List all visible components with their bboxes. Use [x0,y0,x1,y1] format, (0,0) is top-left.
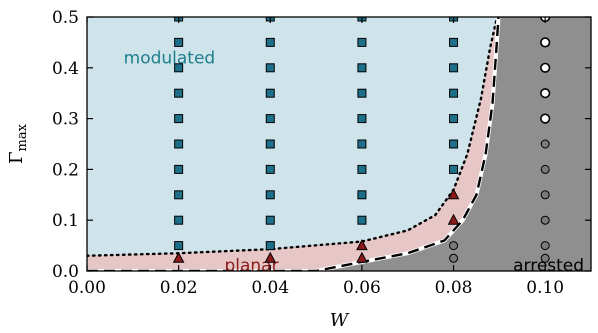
marker-circle [540,241,550,251]
marker-square [449,88,459,98]
y-axis-label: Γmax [6,123,30,164]
marker-square [265,139,275,149]
marker-triangle [447,188,460,200]
y-tick-label: 0.4 [52,59,79,79]
marker-square [174,63,184,73]
marker-triangle [447,213,460,225]
marker-square [174,37,184,47]
x-tick-label: 0.08 [435,278,473,298]
axes: 0.00 0.02 0.04 0.06 0.08 0.10 0.0 0.1 0.2 0.3 0.4 0… [52,8,591,298]
marker-circle [449,241,459,251]
marker-square [357,63,367,73]
boundary-dotted [87,17,499,257]
marker-square [357,215,367,225]
marker-circle-white [540,88,551,99]
boundary-dashed [87,17,500,271]
marker-circle [540,253,550,263]
x-tick-label: 0.04 [251,278,289,298]
marker-square [357,37,367,47]
marker-square [265,215,275,225]
y-tick-label: 0.5 [52,8,79,28]
marker-circle-white [540,62,551,73]
marker-square [265,37,275,47]
plot-frame [86,16,592,272]
marker-square [357,88,367,98]
marker-square [174,114,184,124]
marker-square [265,114,275,124]
marker-square [174,139,184,149]
y-tick-label: 0.2 [52,160,79,180]
marker-square [265,164,275,174]
y-tick-label: 0.0 [52,262,79,282]
region-label-planar: planar [224,256,278,276]
marker-square [449,63,459,73]
marker-square [174,164,184,174]
marker-square [357,164,367,174]
marker-circle-white [540,113,551,124]
marker-square [449,37,459,47]
x-tick-label: 0.06 [343,278,381,298]
marker-square [357,114,367,124]
marker-square [449,139,459,149]
marker-triangle [356,239,368,251]
x-tick-label: 0.10 [526,278,564,298]
marker-circle-white [540,37,551,48]
marker-square [357,139,367,149]
marker-square [174,215,184,225]
marker-square [265,88,275,98]
y-axis-label-main: Γ [6,151,27,164]
marker-square [449,114,459,124]
x-axis-label: W [330,310,350,331]
marker-square [265,241,275,251]
x-tick-label: 0.00 [68,278,106,298]
marker-circle [449,253,459,263]
marker-square [265,63,275,73]
marker-square [265,190,275,200]
region-label-modulated: modulated [124,49,216,69]
y-tick-label: 0.1 [52,211,79,231]
marker-circle [540,139,550,149]
marker-triangle [264,251,277,263]
marker-square [357,190,367,200]
marker-triangle [172,251,185,263]
marker-square [174,88,184,98]
marker-circle [540,190,550,200]
y-tick-label: 0.3 [52,110,79,130]
plot-area: modulated planar arrested [87,17,591,276]
marker-triangle [356,251,368,263]
marker-square [174,190,184,200]
marker-circle [540,215,550,225]
region-label-arrested: arrested [513,256,584,276]
marker-square [449,164,459,174]
marker-square [174,241,184,251]
marker-circle [540,164,550,174]
x-tick-label: 0.02 [160,278,198,298]
y-axis-label-sub: max [15,123,30,151]
